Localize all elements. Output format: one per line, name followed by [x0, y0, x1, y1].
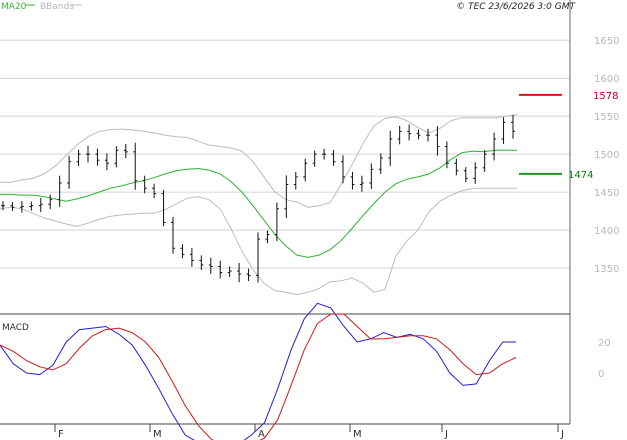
macd-y-axis: 20 0: [598, 338, 611, 380]
macd-label: MACD: [2, 323, 29, 333]
legend-ma20: MA20: [1, 2, 27, 12]
price-grid: [0, 39, 570, 269]
macd-y-tick: 20: [598, 338, 611, 349]
x-tick-label: A: [258, 429, 265, 440]
macd-lines: [0, 302, 517, 440]
x-tick-label: F: [58, 429, 64, 440]
macd-line: [0, 302, 516, 440]
price-bars: [1, 114, 515, 283]
x-tick-label: J: [444, 429, 448, 440]
price-y-tick: 1550: [594, 112, 619, 123]
price-y-tick: 1650: [594, 36, 619, 47]
support-label: 1474: [568, 170, 593, 181]
ma20-line-path: [0, 149, 517, 258]
price-y-tick: 1450: [594, 188, 619, 199]
ma20-line: [0, 149, 517, 258]
price-y-tick: 1350: [594, 264, 619, 275]
signal-line: [0, 313, 517, 440]
x-tick-label: J: [560, 429, 564, 440]
macd-y-tick: 0: [598, 369, 604, 380]
price-y-tick: 1400: [594, 226, 619, 237]
price-y-axis: 1650 1600 1550 1500 1450 1400 1350: [594, 36, 619, 275]
resistance-label: 1578: [593, 91, 618, 102]
price-panel: 1650 1600 1550 1500 1450 1400 1350 1578 1474: [0, 0, 619, 424]
price-y-tick: 1600: [594, 74, 619, 85]
macd-panel: MACD 20 0: [0, 302, 611, 440]
price-y-tick: 1500: [594, 150, 619, 161]
copyright-text: © TEC 23/6/2026 3:0 GMT: [456, 2, 576, 12]
header: MA20 BBands © TEC 23/6/2026 3:0 GMT: [1, 2, 577, 12]
x-tick-label: M: [353, 429, 362, 440]
bbands-upper-line: [0, 114, 518, 208]
legend-bbands: BBands: [40, 2, 74, 12]
level-lines: 1578 1474: [519, 91, 618, 181]
x-tick-label: M: [153, 429, 162, 440]
